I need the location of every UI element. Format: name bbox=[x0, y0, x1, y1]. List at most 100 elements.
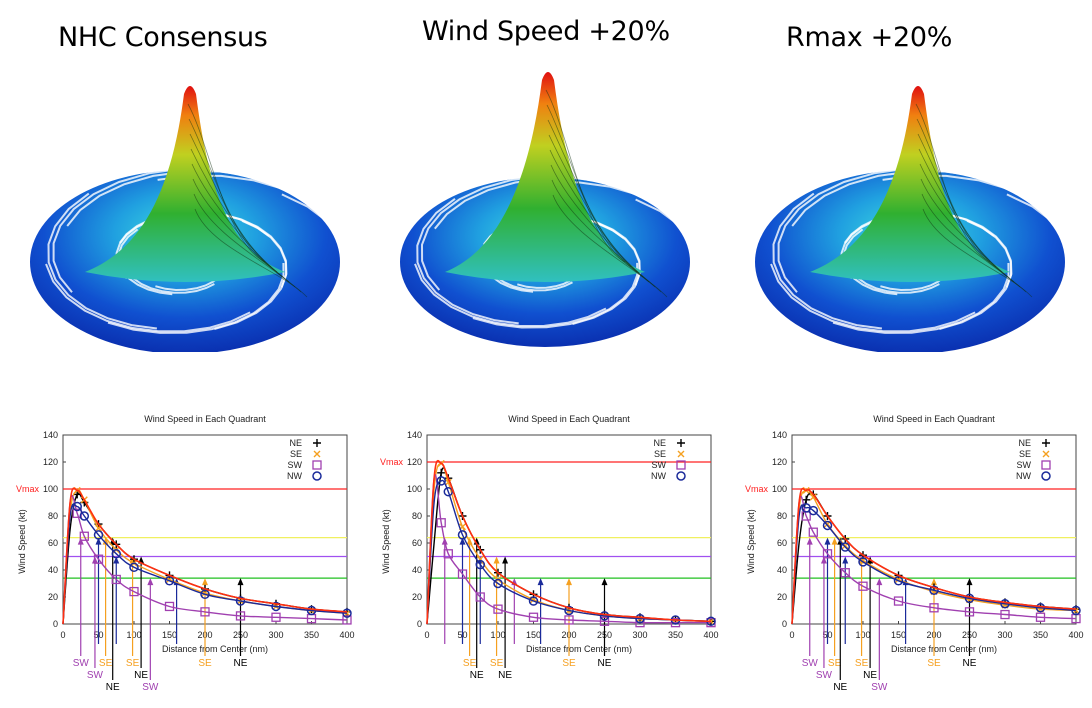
chart-0: Wind Speed in Each Quadrant 0 20 40 60 80 100 1… bbox=[16, 414, 355, 693]
sw-marker bbox=[564, 615, 574, 625]
nw-marker bbox=[493, 578, 503, 589]
sw-marker bbox=[436, 518, 446, 528]
arrow-head bbox=[806, 537, 813, 545]
series-line-se bbox=[791, 489, 1077, 625]
x-tick-label: 150 bbox=[891, 630, 906, 640]
ne-marker bbox=[965, 593, 974, 601]
arrow-head bbox=[867, 556, 874, 564]
se-marker bbox=[201, 589, 209, 597]
series-line-ne bbox=[62, 492, 348, 625]
nw-marker bbox=[72, 501, 82, 512]
sw-marker bbox=[111, 574, 121, 585]
sw-marker bbox=[1041, 460, 1051, 470]
se-marker bbox=[966, 596, 973, 604]
y-tick-label: 20 bbox=[412, 592, 422, 602]
sw-marker bbox=[1000, 609, 1010, 620]
radius-label: NE bbox=[833, 682, 847, 693]
x-tick-label: 50 bbox=[93, 630, 103, 640]
sw-marker bbox=[235, 611, 246, 621]
ne-marker bbox=[677, 439, 685, 447]
legend-label: SE bbox=[654, 449, 666, 459]
arrow-head bbox=[237, 578, 244, 586]
legend-label: NW bbox=[651, 471, 666, 481]
plot-frame bbox=[426, 434, 712, 625]
series-line-nw bbox=[791, 504, 1077, 625]
arrow-head bbox=[109, 537, 116, 545]
se-marker bbox=[437, 459, 445, 467]
swirl-gap bbox=[777, 167, 943, 293]
se-marker bbox=[272, 602, 280, 610]
x-tick-label: 400 bbox=[1068, 630, 1083, 640]
arrow-head bbox=[824, 537, 831, 545]
arrow-head bbox=[902, 578, 909, 586]
ne-marker bbox=[600, 610, 609, 619]
y-tick-label: 80 bbox=[777, 511, 787, 521]
ne-marker bbox=[823, 512, 832, 520]
y-tick-label: 140 bbox=[772, 430, 787, 440]
x-tick-label: 250 bbox=[597, 630, 612, 640]
arrow-head bbox=[966, 578, 973, 586]
se-marker bbox=[841, 542, 849, 550]
se-marker bbox=[930, 588, 938, 596]
se-marker bbox=[308, 607, 315, 614]
se-marker bbox=[95, 524, 102, 532]
sw-marker bbox=[528, 612, 539, 622]
arrow-head bbox=[477, 556, 484, 564]
nw-marker bbox=[436, 476, 446, 486]
sw-marker bbox=[200, 607, 210, 617]
x-tick-label: 150 bbox=[162, 630, 177, 640]
radius-label: SE bbox=[126, 658, 140, 669]
x-tick-label: 200 bbox=[197, 630, 212, 640]
streamline bbox=[916, 118, 997, 268]
nw-marker bbox=[706, 616, 716, 627]
x-axis-label: Distance from Center (nm) bbox=[162, 644, 268, 654]
nw-marker bbox=[443, 486, 454, 497]
ne-marker bbox=[841, 534, 850, 543]
y-tick-label: 60 bbox=[412, 538, 422, 548]
se-marker bbox=[601, 612, 608, 620]
arrow-head bbox=[91, 556, 98, 564]
x-tick-label: 300 bbox=[632, 630, 647, 640]
y-axis-label: Wind Speed (kt) bbox=[17, 509, 27, 574]
ne-marker bbox=[437, 468, 446, 477]
x-axis-label: Distance from Center (nm) bbox=[526, 644, 632, 654]
nw-marker bbox=[599, 611, 610, 621]
ne-marker bbox=[236, 594, 245, 603]
sw-marker bbox=[893, 596, 904, 606]
x-tick-label: 0 bbox=[789, 630, 794, 640]
radius-label: SW bbox=[142, 682, 159, 693]
series-line-sw bbox=[62, 494, 348, 625]
se-marker bbox=[530, 596, 537, 604]
x-tick-label: 100 bbox=[855, 630, 870, 640]
swirl-gap bbox=[772, 192, 883, 330]
x-tick-label: 150 bbox=[526, 630, 541, 640]
arrow-head bbox=[601, 578, 608, 586]
arrow-head bbox=[511, 578, 518, 586]
radius-label: SE bbox=[99, 658, 113, 669]
chart-title: Wind Speed in Each Quadrant bbox=[873, 414, 995, 424]
swirl-gap bbox=[628, 198, 695, 352]
series-line-se bbox=[62, 489, 348, 625]
y-tick-label: 0 bbox=[53, 619, 58, 629]
vortex-2 bbox=[755, 86, 1070, 352]
x-tick-label: 50 bbox=[457, 630, 467, 640]
sw-marker bbox=[599, 616, 610, 626]
sw-marker bbox=[676, 460, 686, 470]
nw-marker bbox=[93, 530, 104, 540]
series-line-se bbox=[426, 462, 712, 625]
nw-marker bbox=[676, 471, 686, 481]
swirl-gap bbox=[45, 263, 251, 333]
sw-marker bbox=[72, 508, 82, 518]
radius-label: SW bbox=[87, 670, 104, 681]
ne-marker bbox=[313, 439, 321, 447]
sw-marker bbox=[493, 604, 503, 614]
sw-marker bbox=[306, 613, 317, 624]
arrow-head bbox=[837, 537, 844, 545]
legend-label: SE bbox=[290, 449, 302, 459]
se-marker bbox=[459, 523, 466, 531]
legend-label: NW bbox=[287, 471, 302, 481]
vortex-peak bbox=[85, 86, 285, 282]
x-tick-label: 350 bbox=[668, 630, 683, 640]
arrow-head bbox=[147, 578, 154, 586]
nw-marker bbox=[929, 585, 939, 595]
